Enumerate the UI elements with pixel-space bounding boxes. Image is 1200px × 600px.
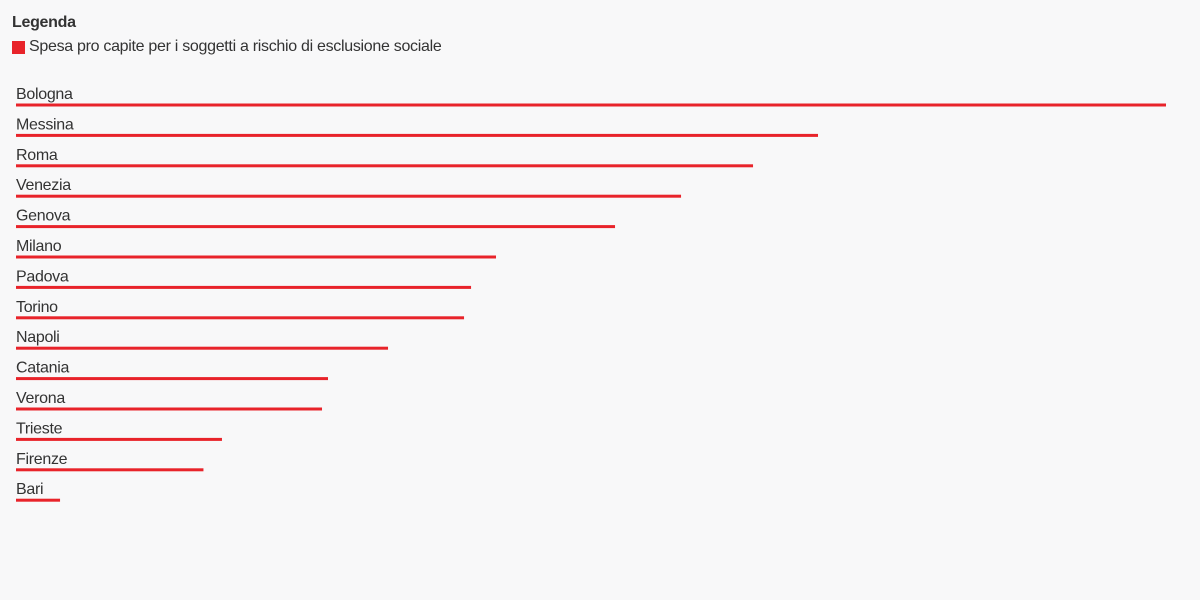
legend-item[interactable]: Spesa pro capite per i soggetti a rischi…	[12, 37, 442, 57]
category-label: Bari	[16, 481, 43, 498]
bar-row[interactable]: Bologna	[16, 86, 1166, 107]
bar[interactable]	[16, 407, 323, 411]
category-label: Messina	[16, 116, 74, 133]
category-label: Genova	[16, 208, 71, 225]
bar[interactable]	[16, 285, 472, 289]
bar[interactable]	[16, 377, 328, 381]
bar[interactable]	[16, 437, 222, 441]
bar[interactable]	[16, 498, 61, 502]
bar-row[interactable]: Firenze	[16, 451, 204, 472]
category-label: Catania	[16, 360, 69, 377]
bar[interactable]	[16, 255, 497, 259]
category-label: Milano	[16, 238, 62, 255]
category-label: Firenze	[16, 451, 68, 468]
legend-label: Spesa pro capite per i soggetti a rischi…	[29, 38, 442, 55]
bar-row[interactable]: Roma	[16, 147, 754, 168]
bar-row[interactable]: Napoli	[16, 329, 389, 350]
bar-row[interactable]: Milano	[16, 238, 497, 259]
bar[interactable]	[16, 468, 204, 472]
bar-row[interactable]: Torino	[16, 299, 465, 320]
bar-row[interactable]: Padova	[16, 268, 472, 289]
legend: Legenda Spesa pro capite per i soggetti …	[12, 12, 442, 57]
bar[interactable]	[16, 346, 389, 350]
bar-row[interactable]: Verona	[16, 390, 323, 411]
bar-row[interactable]: Messina	[16, 116, 819, 137]
bar[interactable]	[16, 103, 1166, 107]
category-label: Napoli	[16, 329, 60, 346]
legend-title: Legenda	[12, 14, 76, 31]
bar-row[interactable]: Bari	[16, 481, 61, 502]
legend-swatch	[12, 40, 25, 54]
category-label: Bologna	[16, 86, 73, 103]
bar[interactable]	[16, 194, 682, 198]
category-label: Padova	[16, 268, 69, 285]
bar-row[interactable]: Catania	[16, 360, 328, 381]
category-label: Trieste	[16, 420, 63, 437]
category-label: Verona	[16, 390, 65, 407]
bar[interactable]	[16, 164, 754, 168]
bar[interactable]	[16, 225, 616, 229]
category-label: Torino	[16, 299, 58, 316]
bar[interactable]	[16, 133, 819, 137]
bar-row[interactable]: Trieste	[16, 420, 222, 441]
category-label: Venezia	[16, 177, 71, 194]
bar-row[interactable]: Genova	[16, 208, 616, 229]
bar-row[interactable]: Venezia	[16, 177, 682, 198]
category-label: Roma	[16, 147, 58, 164]
bar[interactable]	[16, 316, 465, 320]
